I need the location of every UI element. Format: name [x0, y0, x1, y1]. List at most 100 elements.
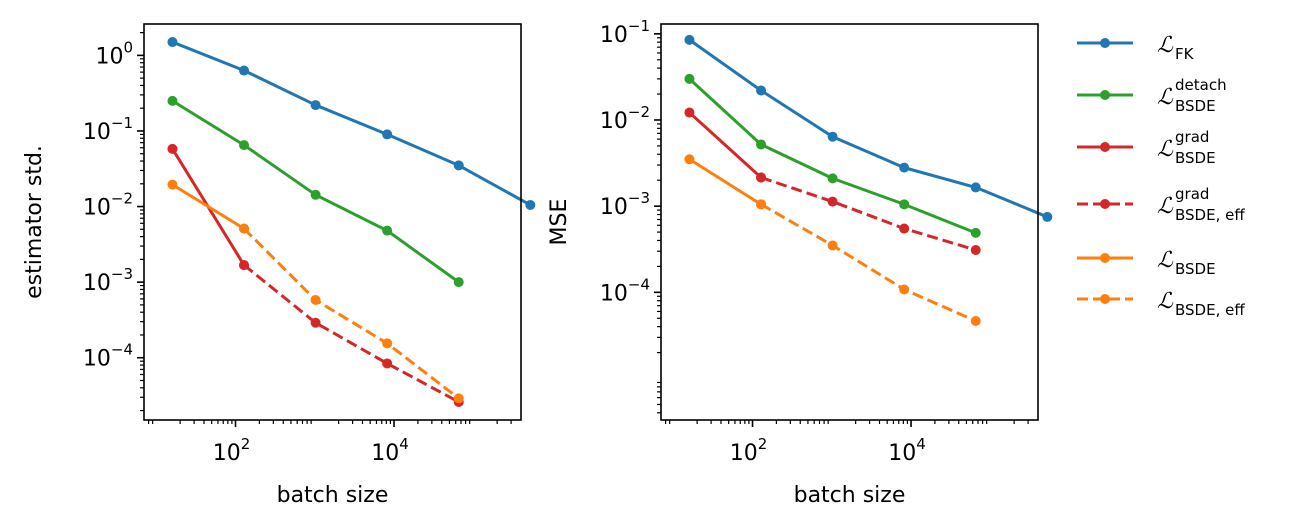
data-point-detach — [970, 227, 981, 238]
y-axis-label: estimator std. — [22, 145, 47, 299]
data-point-bsde_eff — [310, 295, 321, 306]
plot-area — [167, 37, 536, 407]
data-point-fk — [756, 85, 767, 96]
legend-subscript: FK — [1175, 45, 1195, 63]
data-point-detach — [827, 173, 838, 184]
y-tick-label: 100 — [95, 38, 133, 69]
x-axis-label: batch size — [794, 483, 906, 508]
data-point-grad_eff — [756, 172, 767, 183]
legend-marker-grad_eff — [1100, 199, 1110, 209]
data-point-detach — [310, 189, 321, 200]
series-line-grad — [688, 111, 763, 179]
x-tick-label: 104 — [888, 435, 926, 466]
legend-symbol: ℒ — [1157, 85, 1174, 110]
legend-symbol: ℒ — [1157, 248, 1174, 273]
data-point-fk — [525, 199, 536, 210]
y-tick-label: 10−4 — [83, 341, 133, 372]
data-point-bsde_eff — [382, 338, 393, 349]
series-line-bsde — [171, 183, 245, 230]
data-point-fk — [453, 160, 464, 171]
legend-entry-bsde_eff: ℒ BSDE, eff — [1077, 289, 1245, 319]
y-axis-label: MSE — [547, 199, 572, 246]
series-line-fk — [171, 40, 532, 207]
legend-superscript: grad — [1175, 185, 1209, 203]
legend-entry-detach: ℒ BSDE detach — [1077, 76, 1227, 115]
data-point-fk — [899, 162, 910, 173]
data-point-bsde_eff — [453, 393, 464, 404]
right-panel-mse: 102 104 10−1 10−2 10−3 10−4 batch size MSE — [547, 17, 1053, 508]
series-line-bsde — [688, 158, 762, 206]
y-tick-label: 10−1 — [600, 17, 650, 48]
legend-entry-grad: ℒ BSDE grad — [1077, 128, 1216, 167]
legend-symbol: ℒ — [1157, 33, 1174, 58]
data-point-bsde_eff — [239, 223, 250, 234]
data-point-grad_eff — [970, 244, 981, 255]
axes-frame — [143, 23, 522, 421]
x-tick-label: 102 — [213, 435, 251, 466]
data-point-detach — [756, 139, 767, 150]
data-point-detach — [167, 95, 178, 106]
series-line-bsde_eff — [242, 227, 460, 400]
legend-marker-detach — [1100, 90, 1110, 100]
data-point-grad_eff — [239, 260, 250, 271]
data-point-fk — [239, 65, 250, 76]
data-point-bsde — [167, 179, 178, 190]
data-point-bsde_eff — [827, 240, 838, 251]
legend-marker-grad — [1100, 142, 1110, 152]
data-point-grad_eff — [382, 358, 393, 369]
data-point-grad_eff — [827, 196, 838, 207]
legend-symbol: ℒ — [1157, 137, 1174, 162]
data-point-bsde_eff — [756, 199, 767, 210]
plot-area — [684, 34, 1053, 326]
data-point-fk — [827, 131, 838, 142]
axes-frame — [660, 23, 1039, 421]
data-point-fk — [167, 37, 178, 48]
legend-symbol: ℒ — [1157, 289, 1174, 314]
series-line-grad_eff — [760, 176, 977, 252]
data-point-bsde_eff — [899, 284, 910, 295]
legend-superscript: grad — [1175, 128, 1209, 146]
data-point-detach — [453, 277, 464, 288]
series-line-bsde_eff — [760, 203, 977, 323]
legend-symbol: ℒ — [1157, 194, 1174, 219]
data-point-fk — [310, 100, 321, 111]
data-point-bsde — [684, 154, 695, 165]
legend-marker-fk — [1100, 38, 1110, 48]
y-tick-label: 10−3 — [600, 189, 650, 220]
left-panel-estimator-std: 102 104 100 10−1 10−2 10−3 10−4 batch size estim… — [22, 23, 536, 508]
data-point-bsde_eff — [970, 315, 981, 326]
series-line-grad_eff — [243, 263, 460, 404]
legend-entry-bsde: ℒ BSDE — [1077, 248, 1216, 278]
series-line-detach — [688, 77, 977, 235]
y-tick-label: 10−1 — [83, 114, 133, 145]
data-point-fk — [970, 182, 981, 193]
legend-subscript: BSDE — [1175, 97, 1216, 115]
data-point-detach — [684, 73, 695, 84]
data-point-grad — [167, 143, 178, 154]
x-tick-label: 102 — [730, 435, 768, 466]
x-axis-label: batch size — [277, 483, 389, 508]
series-line-fk — [688, 38, 1048, 219]
legend-marker-bsde_eff — [1100, 294, 1110, 304]
legend-subscript: BSDE, eff — [1175, 301, 1245, 319]
data-point-grad_eff — [899, 223, 910, 234]
data-point-detach — [382, 225, 393, 236]
data-point-fk — [684, 34, 695, 45]
data-point-detach — [239, 140, 250, 151]
legend-superscript: detach — [1175, 76, 1227, 94]
x-tick-label: 104 — [371, 435, 409, 466]
data-point-fk — [382, 129, 393, 140]
legend-entry-fk: ℒ FK — [1077, 33, 1195, 63]
legend-entry-grad_eff: ℒ BSDE, eff grad — [1077, 185, 1245, 224]
legend-subscript: BSDE — [1175, 260, 1216, 278]
y-tick-label: 10−2 — [600, 103, 650, 134]
y-tick-label: 10−2 — [83, 190, 133, 221]
data-point-grad — [684, 107, 695, 118]
data-point-grad_eff — [310, 317, 321, 328]
y-tick-label: 10−4 — [600, 275, 650, 306]
data-point-detach — [899, 199, 910, 210]
y-tick-label: 10−3 — [83, 265, 133, 296]
legend-subscript: BSDE, eff — [1175, 206, 1245, 224]
